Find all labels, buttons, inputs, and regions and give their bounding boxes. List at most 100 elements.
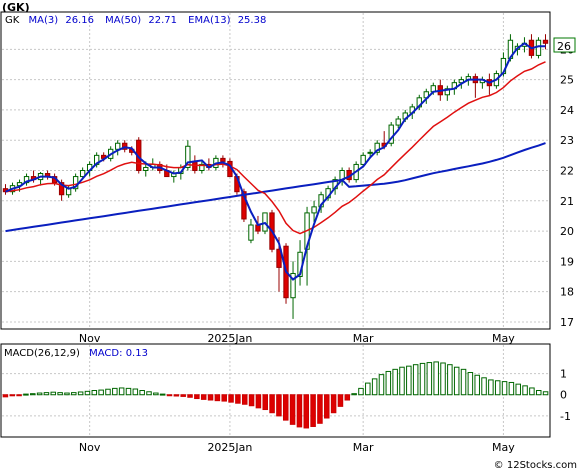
macd-bar xyxy=(187,394,193,398)
date-tick-label: May xyxy=(492,332,515,345)
macd-bar xyxy=(153,392,159,396)
macd-bar xyxy=(50,391,57,396)
macd-bar xyxy=(412,364,419,396)
price-tick-label: 23 xyxy=(560,134,574,147)
macd-date-tick-label: 2025Jan xyxy=(207,441,252,454)
macd-bar xyxy=(9,394,16,397)
macd-bar xyxy=(358,387,364,396)
copyright-footer: © 12Stocks.com xyxy=(494,460,577,471)
macd-bar xyxy=(385,370,392,396)
legend-ema13-value: 25.38 xyxy=(238,15,267,26)
ma50-line xyxy=(5,142,546,233)
macd-bar xyxy=(200,394,207,400)
price-tick-label: 17 xyxy=(560,316,574,329)
macd-bar xyxy=(146,391,152,396)
macd-tick-label: -1 xyxy=(560,410,571,423)
candle-body xyxy=(311,206,317,214)
macd-panel: -101 Nov2025JanMarMayJulSep xyxy=(0,343,571,454)
legend-ma50-value: 22.71 xyxy=(148,15,177,26)
macd-bar xyxy=(344,394,351,401)
macd-bar xyxy=(406,365,412,396)
candle-body xyxy=(290,272,296,299)
date-tick-label: Mar xyxy=(353,332,374,345)
macd-bar xyxy=(139,390,145,396)
candle xyxy=(395,115,401,129)
legend-ma50-name: MA(50) xyxy=(105,15,141,26)
macd-bar xyxy=(235,394,241,404)
macd-bar xyxy=(276,394,282,417)
macd-bar xyxy=(57,392,63,396)
macd-bar xyxy=(508,381,515,396)
price-axis-labels: 17 18 19 20 21 22 23 24 25 26 xyxy=(560,43,574,329)
macd-bar xyxy=(433,361,439,396)
candle xyxy=(185,140,191,171)
ma3-line xyxy=(5,42,546,281)
macd-bar xyxy=(378,374,385,396)
macd-bar xyxy=(501,381,508,396)
macd-legend: MACD(26,12,9) MACD: 0.13 xyxy=(4,348,148,359)
macd-bar xyxy=(481,377,487,396)
price-tick-label: 19 xyxy=(560,255,574,268)
macd-bar xyxy=(221,394,227,402)
macd-bar xyxy=(419,362,426,396)
macd-bar xyxy=(77,391,84,396)
date-axis-labels: Nov2025JanMarMayJulSep xyxy=(79,332,515,345)
candle-body xyxy=(360,154,366,165)
macd-bar xyxy=(2,394,9,398)
macd-bar xyxy=(228,394,234,403)
macd-bar xyxy=(296,394,303,428)
candle xyxy=(388,122,394,147)
macd-legend-value-label: MACD: xyxy=(89,348,122,359)
candle xyxy=(199,161,205,174)
candle-body xyxy=(115,142,121,150)
macd-bar xyxy=(303,394,310,429)
svg-text:GK MA(3) 26.16: GK MA(3) 26.16 MA(50) 22.71 EMA(13) 25.3… xyxy=(5,15,266,26)
price-tick-label: 22 xyxy=(560,165,574,178)
macd-date-tick-label: Nov xyxy=(79,441,101,454)
macd-bars xyxy=(2,361,549,429)
macd-bar xyxy=(36,392,43,396)
last-price-marker: 26 xyxy=(553,37,576,53)
indicator-lines xyxy=(5,42,546,281)
candle-body xyxy=(122,142,128,150)
macd-bar xyxy=(440,362,446,396)
macd-bar xyxy=(289,394,296,425)
macd-bar xyxy=(399,366,405,396)
candle-body xyxy=(395,118,401,126)
macd-bar xyxy=(16,394,22,397)
candle-body xyxy=(220,157,226,162)
candle-body xyxy=(248,224,254,241)
macd-bar xyxy=(194,394,200,400)
candle xyxy=(122,140,128,153)
macd-bar xyxy=(351,393,357,396)
macd-bar xyxy=(84,390,91,396)
macd-bar xyxy=(23,393,29,396)
macd-bar xyxy=(71,392,77,396)
macd-bar xyxy=(64,392,70,396)
macd-bar xyxy=(173,394,180,397)
macd-bar xyxy=(337,394,344,407)
macd-bar xyxy=(125,387,132,396)
date-tick-label: Nov xyxy=(79,332,101,345)
candle xyxy=(535,37,542,59)
macd-bar xyxy=(214,394,221,402)
macd-bar xyxy=(535,390,542,396)
price-tick-label: 20 xyxy=(560,225,574,238)
chart-title: (GK) xyxy=(2,1,30,14)
macd-date-tick-label: May xyxy=(492,441,515,454)
macd-bar xyxy=(453,366,460,396)
macd-bar xyxy=(522,385,528,396)
macd-bar xyxy=(159,393,166,396)
candle xyxy=(290,261,296,319)
candle xyxy=(311,200,317,222)
candle-body xyxy=(241,191,247,220)
macd-bar xyxy=(282,394,289,421)
macd-date-axis-labels: Nov2025JanMarMayJulSep xyxy=(79,441,515,454)
macd-tick-label: 1 xyxy=(560,368,567,381)
macd-bar xyxy=(330,394,337,414)
candle-body xyxy=(143,166,149,172)
candle-body xyxy=(276,248,282,268)
macd-bar xyxy=(529,387,535,396)
macd-bar xyxy=(324,394,330,419)
macd-axis-labels: -1 0 1 xyxy=(560,368,571,423)
